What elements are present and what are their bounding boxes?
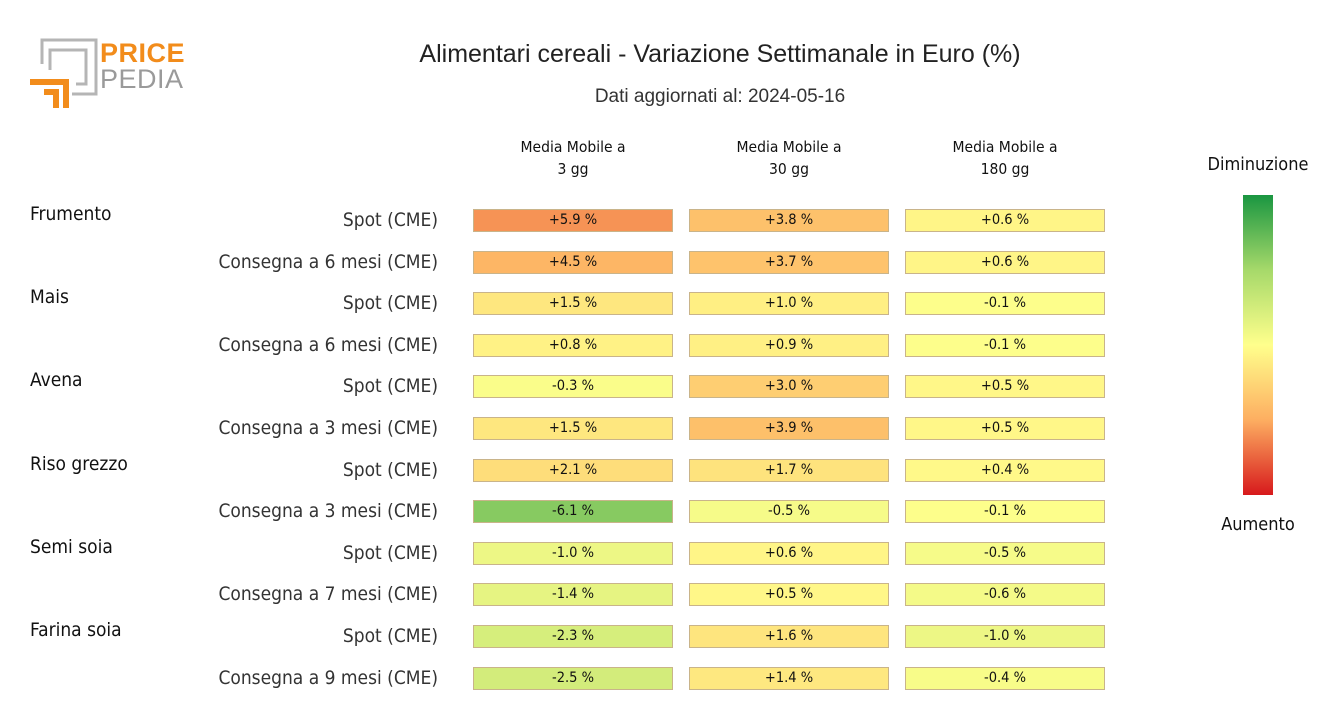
heatmap-cell: +2.1 % bbox=[473, 458, 673, 482]
logo-text-pedia: PEDIA bbox=[100, 64, 184, 94]
heatmap-cell: -0.5 % bbox=[689, 500, 889, 524]
heatmap-cell: -2.3 % bbox=[473, 625, 673, 648]
heatmap-cell: -0.4 % bbox=[905, 666, 1105, 690]
heatmap-cell: +0.4 % bbox=[905, 458, 1105, 482]
contract-label: Spot (CME) bbox=[342, 375, 438, 398]
legend-top-label: Diminuzione bbox=[1207, 154, 1309, 175]
heatmap-cell: -0.1 % bbox=[905, 292, 1105, 316]
contract-label: Spot (CME) bbox=[342, 209, 438, 231]
product-label: Semi soia bbox=[30, 535, 113, 558]
chart-title: Alimentari cereali - Variazione Settiman… bbox=[419, 40, 1021, 68]
heatmap-cell: +1.7 % bbox=[689, 458, 889, 482]
heatmap-cell: +3.8 % bbox=[689, 209, 889, 232]
logo-text-price: PRICE bbox=[100, 38, 186, 68]
contract-label: Consegna a 3 mesi (CME) bbox=[218, 417, 438, 439]
product-label: Mais bbox=[30, 286, 69, 309]
contract-label: Consegna a 7 mesi (CME) bbox=[218, 583, 438, 606]
contract-label: Spot (CME) bbox=[342, 541, 438, 564]
heatmap-cell: -0.5 % bbox=[905, 541, 1105, 565]
heatmap-cell: +4.5 % bbox=[473, 250, 673, 274]
heatmap-cell: +1.0 % bbox=[689, 292, 889, 316]
contract-label: Spot (CME) bbox=[342, 625, 438, 647]
product-label: Riso grezzo bbox=[30, 452, 128, 475]
logo-mark-icon bbox=[30, 38, 98, 108]
heatmap-cell: -1.4 % bbox=[473, 583, 673, 607]
product-label: Avena bbox=[30, 369, 83, 392]
heatmap-cell: +1.6 % bbox=[689, 625, 889, 648]
heatmap-cell: -1.0 % bbox=[905, 625, 1105, 648]
heatmap-cell: +0.8 % bbox=[473, 333, 673, 357]
column-header: Media Mobile a 30 gg bbox=[736, 138, 842, 178]
heatmap-cell: +0.5 % bbox=[905, 375, 1105, 399]
heatmap-cell: +1.5 % bbox=[473, 417, 673, 440]
heatmap-cell: +0.5 % bbox=[689, 583, 889, 607]
heatmap-cell: +0.6 % bbox=[905, 250, 1105, 274]
legend-bottom-label: Aumento bbox=[1221, 514, 1295, 535]
contract-label: Consegna a 6 mesi (CME) bbox=[218, 333, 438, 356]
heatmap-cell: -0.6 % bbox=[905, 583, 1105, 607]
contract-label: Consegna a 3 mesi (CME) bbox=[218, 500, 438, 523]
heatmap-cell: -0.1 % bbox=[905, 333, 1105, 357]
heatmap-cell: +3.7 % bbox=[689, 250, 889, 274]
heatmap-cell: +0.6 % bbox=[689, 541, 889, 565]
product-label: Farina soia bbox=[30, 619, 122, 641]
heatmap-cell: -1.0 % bbox=[473, 541, 673, 565]
heatmap-cell: +1.5 % bbox=[473, 292, 673, 316]
pricepedia-logo: PRICE PEDIA bbox=[30, 38, 190, 110]
heatmap-cell: +0.9 % bbox=[689, 333, 889, 357]
legend-color-bar bbox=[1243, 195, 1273, 495]
heatmap-cell: +5.9 % bbox=[473, 209, 673, 232]
product-label: Frumento bbox=[30, 203, 112, 225]
chart-subtitle: Dati aggiornati al: 2024-05-16 bbox=[594, 86, 846, 107]
heatmap-cell: -2.5 % bbox=[473, 666, 673, 690]
heatmap-cell: +0.5 % bbox=[905, 417, 1105, 440]
heatmap-cell: -6.1 % bbox=[473, 500, 673, 524]
heatmap-cell: +1.4 % bbox=[689, 666, 889, 690]
column-header: Media Mobile a 3 gg bbox=[520, 138, 626, 178]
contract-label: Consegna a 6 mesi (CME) bbox=[218, 250, 438, 273]
column-header: Media Mobile a 180 gg bbox=[952, 138, 1058, 178]
heatmap-cell: +3.0 % bbox=[689, 375, 889, 399]
heatmap-cell: +0.6 % bbox=[905, 209, 1105, 232]
heatmap-cell: +3.9 % bbox=[689, 417, 889, 440]
contract-label: Spot (CME) bbox=[342, 458, 438, 481]
contract-label: Spot (CME) bbox=[342, 292, 438, 315]
heatmap-cell: -0.3 % bbox=[473, 375, 673, 399]
contract-label: Consegna a 9 mesi (CME) bbox=[218, 666, 438, 689]
heatmap-cell: -0.1 % bbox=[905, 500, 1105, 524]
